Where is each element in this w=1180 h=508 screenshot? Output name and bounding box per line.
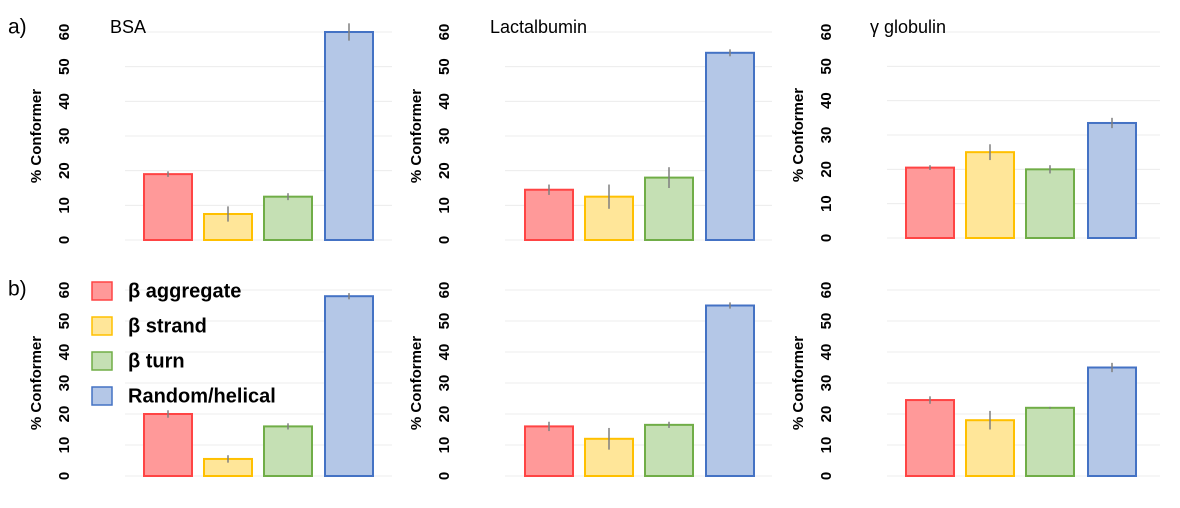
bar [905, 399, 955, 477]
legend-label: β turn [128, 350, 185, 372]
bar [524, 425, 574, 477]
y-tick-label: 0 [436, 236, 453, 244]
bar [1025, 406, 1075, 477]
panel-label: a) [8, 16, 27, 39]
y-axis-label: % Conformer [790, 336, 807, 430]
y-tick-label: 30 [436, 128, 453, 145]
y-tick-label: 60 [818, 24, 835, 41]
y-tick-label: 0 [436, 472, 453, 480]
bar [965, 151, 1015, 240]
y-tick-label: 40 [56, 93, 73, 110]
legend-swatch [91, 281, 113, 301]
y-tick-label: 0 [818, 234, 835, 242]
bar [705, 304, 755, 477]
y-tick-label: 10 [436, 197, 453, 214]
bar [1087, 366, 1137, 477]
y-axis-label: % Conformer [408, 336, 425, 430]
y-axis-label: % Conformer [408, 89, 425, 183]
y-axis-label: % Conformer [790, 88, 807, 182]
bar [324, 295, 374, 478]
y-tick-label: 50 [436, 58, 453, 75]
y-tick-label: 40 [436, 93, 453, 110]
bar [324, 31, 374, 241]
y-tick-label: 20 [436, 162, 453, 179]
legend-label: β strand [128, 315, 207, 337]
bar [1087, 121, 1137, 239]
y-tick-label: 10 [818, 437, 835, 454]
legend-swatch [91, 351, 113, 371]
y-tick-label: 20 [818, 161, 835, 178]
y-tick-label: 30 [436, 375, 453, 392]
y-tick-label: 20 [818, 406, 835, 423]
y-tick-label: 10 [818, 195, 835, 212]
y-tick-label: 10 [436, 437, 453, 454]
y-axis-label: % Conformer [28, 336, 45, 430]
y-tick-label: 40 [818, 92, 835, 109]
bar [705, 51, 755, 241]
legend-swatch [91, 316, 113, 336]
y-tick-label: 30 [56, 128, 73, 145]
legend-label: Random/helical [128, 385, 276, 407]
bar [905, 166, 955, 239]
bar [263, 195, 313, 242]
y-tick-label: 60 [56, 282, 73, 299]
y-tick-label: 50 [56, 58, 73, 75]
y-tick-label: 20 [436, 406, 453, 423]
y-tick-label: 0 [56, 236, 73, 244]
chart-title: BSA [110, 17, 146, 37]
bar [143, 173, 193, 241]
y-tick-label: 40 [56, 344, 73, 361]
y-tick-label: 60 [436, 24, 453, 41]
y-tick-label: 30 [818, 127, 835, 144]
bar [263, 425, 313, 477]
y-tick-label: 20 [56, 406, 73, 423]
y-tick-label: 30 [818, 375, 835, 392]
y-tick-label: 40 [818, 344, 835, 361]
legend-label: β aggregate [128, 280, 241, 302]
chart-title: γ globulin [870, 17, 946, 37]
bar [524, 188, 574, 242]
y-tick-label: 40 [436, 344, 453, 361]
y-tick-label: 50 [436, 313, 453, 330]
y-tick-label: 50 [818, 58, 835, 75]
chart-title: Lactalbumin [490, 17, 587, 37]
y-axis-label: % Conformer [28, 89, 45, 183]
legend-swatch [91, 386, 113, 406]
y-tick-label: 10 [56, 437, 73, 454]
y-tick-label: 60 [818, 282, 835, 299]
y-tick-label: 50 [56, 313, 73, 330]
bar [143, 413, 193, 477]
y-tick-label: 50 [818, 313, 835, 330]
panel-label: b) [8, 278, 27, 301]
y-tick-label: 10 [56, 197, 73, 214]
y-tick-label: 30 [56, 375, 73, 392]
bar [644, 423, 694, 478]
y-tick-label: 0 [818, 472, 835, 480]
y-tick-label: 20 [56, 162, 73, 179]
y-tick-label: 0 [56, 472, 73, 480]
y-tick-label: 60 [436, 282, 453, 299]
y-tick-label: 60 [56, 24, 73, 41]
bar [1025, 168, 1075, 239]
